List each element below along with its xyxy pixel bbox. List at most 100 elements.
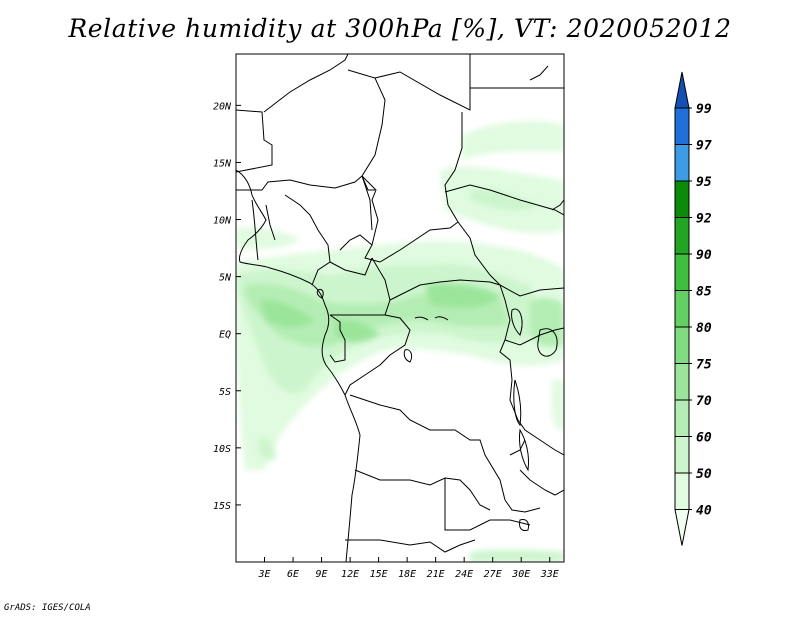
colorbar-label: 60: [696, 431, 712, 446]
humidity-region: [258, 437, 276, 461]
border: [345, 539, 476, 553]
lat-tick-label: 5N: [219, 273, 232, 284]
border: [284, 194, 331, 286]
border: [344, 314, 411, 396]
border: [347, 69, 386, 231]
colorbar-label: 99: [696, 102, 712, 117]
longitude-axis: 3E 6E 9E 12E 15E 18E 21E 24E 27E 30E 33E: [257, 557, 559, 580]
credit-label: GrADS: IGES/COLA: [4, 603, 91, 613]
lat-tick-label: 10S: [213, 444, 231, 455]
humidity-region: [260, 299, 315, 328]
lon-tick-label: 9E: [316, 569, 328, 580]
colorbar-segment: [674, 253, 690, 291]
border: [236, 109, 273, 173]
colorbar-segment: [674, 472, 690, 510]
colorbar-segment: [674, 217, 690, 255]
colorbar-segment: [674, 326, 690, 364]
humidity-field: [236, 121, 564, 562]
border: [389, 279, 501, 301]
lat-tick-label: 10N: [213, 216, 232, 227]
lon-tick-label: 12E: [341, 569, 359, 580]
lat-tick-label: 5S: [219, 387, 231, 398]
border: [263, 54, 349, 113]
lake: [316, 289, 324, 299]
humidity-region: [425, 283, 500, 308]
map-frame: [235, 53, 565, 563]
border: [265, 204, 276, 241]
border: [444, 112, 564, 297]
coastline: [529, 65, 549, 81]
border: [519, 469, 564, 496]
chart-title: Relative humidity at 300hPa [%], VT: 202…: [68, 14, 732, 43]
lat-tick-label: 15N: [213, 158, 232, 169]
border: [361, 175, 459, 263]
humidity-region: [552, 379, 564, 431]
lat-tick-label: 20N: [213, 101, 232, 112]
border: [509, 439, 526, 456]
border: [329, 314, 346, 363]
colorbar-segment: [674, 144, 690, 182]
border: [499, 284, 564, 456]
humidity-region: [236, 227, 300, 249]
border: [339, 234, 373, 251]
lon-tick-label: 24E: [455, 569, 473, 580]
colorbar-label: 80: [696, 321, 712, 336]
lon-tick-label: 27E: [484, 569, 502, 580]
lake: [513, 379, 522, 427]
colorbar-label: 95: [696, 175, 712, 190]
colorbar-segment: [674, 290, 690, 328]
colorbar-segment: [674, 180, 690, 218]
colorbar-label: 97: [696, 139, 712, 154]
border: [374, 54, 471, 111]
lat-tick-label: 15S: [213, 501, 231, 512]
humidity-region: [335, 319, 380, 343]
colorbar-label: 75: [696, 358, 712, 373]
border: [251, 199, 259, 261]
coastline: [551, 199, 564, 211]
lon-tick-label: 30E: [511, 569, 530, 580]
border: [444, 184, 564, 216]
colorbar-label: 50: [696, 467, 712, 482]
latitude-axis: 20N 15N 10N 5N EQ 5S 10S 15S: [213, 101, 241, 512]
border: [361, 175, 375, 191]
lon-tick-label: 3E: [257, 569, 270, 580]
colorbar-top-triangle: [674, 71, 690, 109]
humidity-region: [530, 297, 564, 347]
colorbar-segment: [674, 436, 690, 474]
map-outlines: [236, 54, 564, 562]
colorbar-label: 90: [696, 248, 712, 263]
lat-tick-label: EQ: [219, 330, 231, 341]
border: [354, 469, 491, 511]
lake: [434, 316, 449, 321]
lake: [403, 349, 413, 363]
coastline: [236, 169, 361, 562]
lake: [414, 316, 429, 321]
colorbar-segment: [674, 107, 690, 145]
lake: [537, 328, 558, 357]
lon-tick-label: 33E: [540, 569, 559, 580]
colorbar-label: 40: [696, 504, 712, 519]
colorbar-segment: [674, 363, 690, 401]
colorbar: 40 50 60 70 75 80 85 90 92 95 97 99: [674, 71, 712, 546]
humidity-region: [470, 549, 564, 562]
lake: [519, 428, 529, 472]
lon-tick-label: 15E: [370, 569, 388, 580]
lake: [511, 308, 523, 336]
humidity-region: [462, 121, 564, 160]
lon-tick-label: 6E: [287, 569, 299, 580]
border: [236, 175, 363, 191]
colorbar-label: 85: [696, 285, 712, 300]
colorbar-segment: [674, 399, 690, 437]
lon-tick-label: 18E: [398, 569, 416, 580]
humidity-region: [470, 188, 540, 211]
border: [504, 499, 541, 513]
lake: [519, 519, 529, 531]
colorbar-bottom-triangle: [674, 509, 690, 546]
border: [329, 257, 373, 276]
colorbar-label: 92: [696, 212, 712, 227]
lon-tick-label: 21E: [427, 569, 445, 580]
colorbar-label: 70: [696, 394, 712, 409]
border: [349, 394, 506, 501]
border: [444, 478, 531, 531]
